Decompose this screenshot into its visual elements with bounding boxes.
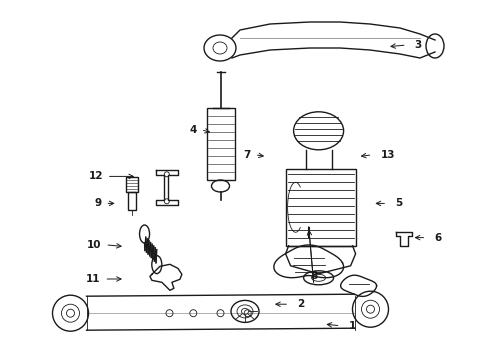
Text: 8: 8	[310, 271, 317, 282]
FancyArrowPatch shape	[307, 231, 314, 280]
Bar	[206, 108, 235, 180]
Text: 6: 6	[434, 233, 441, 243]
Bar	[286, 169, 356, 246]
Text: 3: 3	[415, 40, 422, 50]
Text: 11: 11	[86, 274, 100, 284]
Text: 1: 1	[348, 321, 356, 331]
Text: 4: 4	[190, 125, 197, 135]
Text: 10: 10	[87, 240, 101, 250]
Text: 7: 7	[244, 150, 251, 160]
Text: 9: 9	[94, 198, 101, 208]
Text: 13: 13	[380, 150, 395, 160]
Text: 12: 12	[88, 171, 103, 181]
Bar	[126, 177, 138, 192]
Bar	[128, 192, 136, 210]
Text: 2: 2	[297, 299, 304, 309]
Text: 5: 5	[395, 198, 402, 208]
